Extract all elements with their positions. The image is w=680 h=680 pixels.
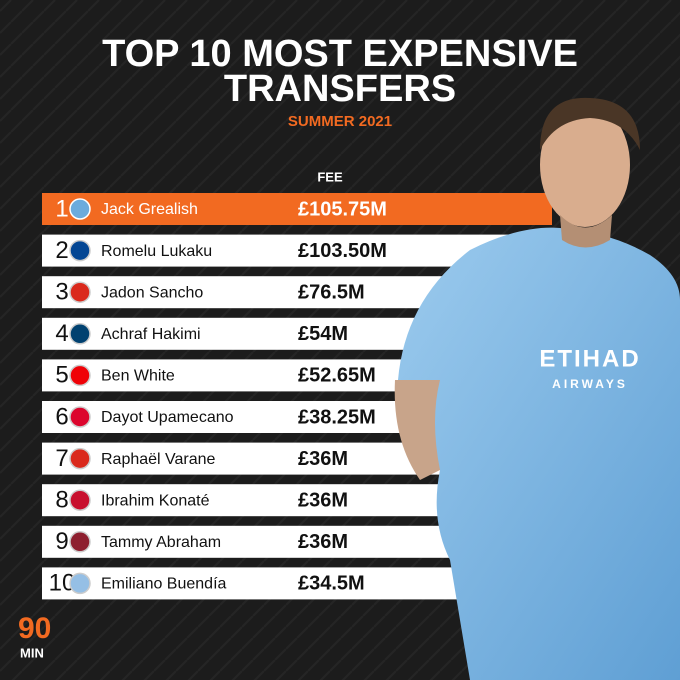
rank: 6 (55, 403, 68, 430)
fee: £36M (298, 448, 348, 470)
rank: 2 (55, 237, 68, 264)
rank: 9 (55, 528, 68, 555)
club-badge (69, 447, 91, 470)
fee: £36M (298, 531, 348, 553)
club-badge (69, 239, 91, 262)
player-photo: ETIHAD AIRWAYS (394, 97, 680, 680)
club-badge (69, 198, 91, 220)
player-name: Dayot Upamecano (101, 409, 234, 426)
fee: £38.25M (298, 406, 376, 428)
player-name: Tammy Abraham (101, 534, 221, 551)
player-name: Achraf Hakimi (101, 326, 201, 343)
club-badge (69, 364, 91, 387)
title-line: TRANSFERS (224, 68, 456, 110)
shirt-sponsor-sub: AIRWAYS (552, 377, 628, 391)
logo-text: MIN (20, 645, 44, 660)
club-badge (69, 572, 91, 595)
fee: £105.75M (298, 198, 387, 220)
club-badge (69, 323, 91, 345)
shirt-sponsor: ETIHAD (539, 345, 640, 372)
club-badge (69, 489, 91, 511)
rank: 5 (55, 362, 68, 389)
table-row: 1 Jack Grealish £105.75M (42, 193, 552, 225)
player-name: Emiliano Buendía (101, 576, 227, 593)
player-name: Jack Grealish (101, 201, 198, 218)
column-header: FEE (317, 169, 343, 184)
player-name: Raphaël Varane (101, 451, 216, 468)
fee: £34.5M (298, 573, 365, 595)
player-name: Romelu Lukaku (101, 243, 212, 260)
fee: £36M (298, 489, 348, 511)
player-name: Ben White (101, 368, 175, 385)
fee: £76.5M (298, 281, 365, 303)
rank: 7 (55, 445, 68, 472)
row-background (42, 193, 552, 225)
subtitle: SUMMER 2021 (288, 113, 392, 130)
player-name: Ibrahim Konaté (101, 492, 210, 509)
fee: £103.50M (298, 240, 387, 262)
fee: £52.65M (298, 365, 376, 387)
rank: 1 (55, 195, 68, 222)
player-name: Jadon Sancho (101, 284, 203, 301)
club-badge (69, 281, 91, 303)
rank: 8 (55, 487, 68, 514)
title-line: TOP 10 MOST EXPENSIVE (102, 33, 578, 75)
fee: £54M (298, 323, 348, 345)
club-badge (69, 531, 91, 553)
rank: 4 (55, 320, 68, 347)
logo-number: 90 (18, 612, 51, 645)
rank: 3 (55, 279, 68, 306)
club-badge (69, 406, 91, 428)
